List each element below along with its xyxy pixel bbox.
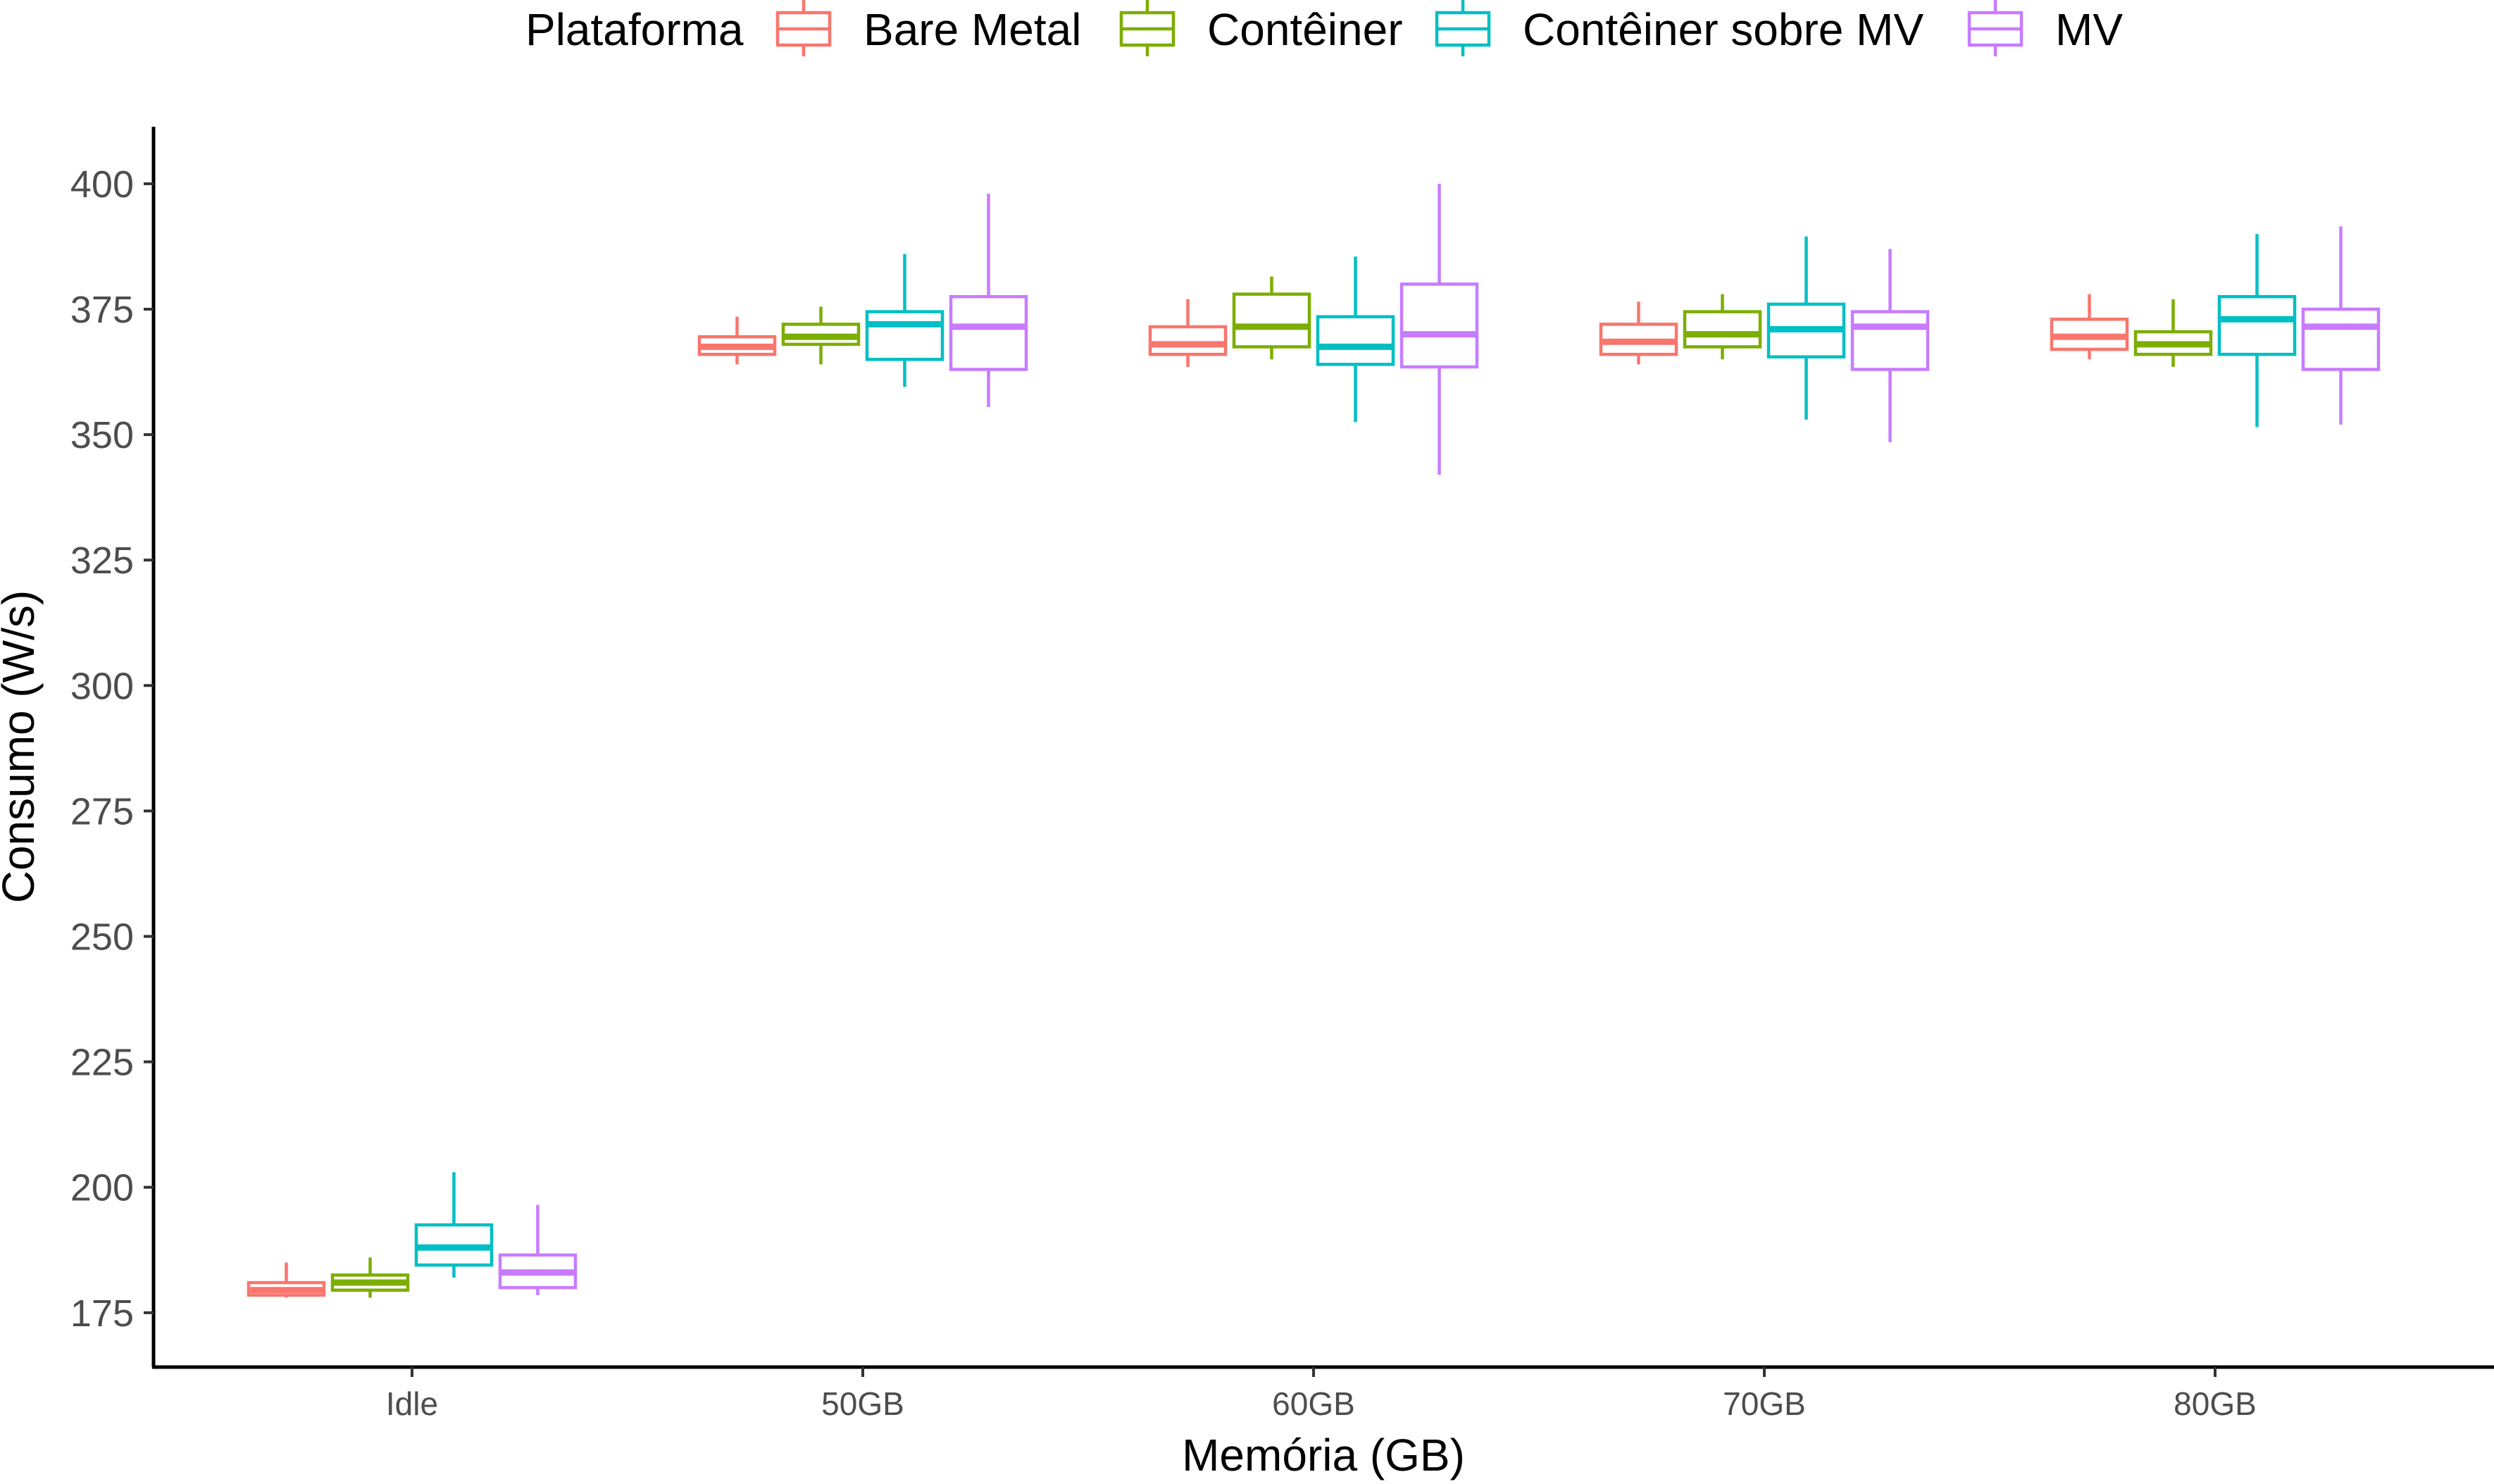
- box-iqr: [2217, 294, 2297, 356]
- legend-item-contêiner-sobre-mv: Contêiner sobre MV: [1435, 0, 1924, 56]
- legend-item-bare-metal: Bare Metal: [775, 0, 1081, 56]
- box-iqr: [1316, 315, 1395, 366]
- box-contêiner-80gb: [2133, 299, 2213, 367]
- box-contêiner-sobre-mv-50gb: [865, 254, 944, 387]
- y-tick-label: 225: [70, 1042, 134, 1084]
- box-mv-80gb: [2301, 226, 2381, 425]
- box-bare-metal-80gb: [2050, 294, 2129, 360]
- x-tick-label: 50GB: [821, 1385, 904, 1422]
- box-iqr: [865, 310, 944, 361]
- box-contêiner-70gb: [1683, 294, 1762, 360]
- box-iqr: [2301, 307, 2381, 371]
- legend-title: Plataforma: [525, 4, 744, 55]
- box-bare-metal-70gb: [1599, 301, 1678, 365]
- box-bare-metal-50gb: [697, 316, 777, 365]
- y-tick-label: 250: [70, 916, 134, 959]
- box-iqr: [1232, 292, 1311, 349]
- box-mv-50gb: [949, 194, 1028, 407]
- box-mv-idle: [498, 1204, 578, 1295]
- y-tick-label: 175: [70, 1292, 134, 1335]
- legend-label: MV: [2055, 4, 2123, 55]
- boxes: [247, 183, 2381, 1298]
- x-tick-label: 70GB: [1723, 1385, 1806, 1422]
- y-tick-label: 325: [70, 540, 134, 582]
- x-ticks: Idle 50GB 60GB 70GB 80GB: [386, 1367, 2257, 1422]
- box-mv-70gb: [1850, 249, 1930, 442]
- x-tick-label: 60GB: [1272, 1385, 1355, 1422]
- box-contêiner-sobre-mv-70gb: [1766, 236, 1846, 420]
- y-tick-label: 350: [70, 414, 134, 456]
- box-iqr: [949, 294, 1028, 371]
- y-ticks: 175 200 225 250 275 300 325 350 375 400: [70, 163, 154, 1335]
- y-tick-label: 375: [70, 289, 134, 331]
- box-contêiner-sobre-mv-80gb: [2217, 234, 2297, 428]
- x-axis-title: Memória (GB): [1182, 1430, 1465, 1480]
- legend: Plataforma Bare Metal Contêiner Contêiner …: [525, 0, 2123, 56]
- box-bare-metal-idle: [247, 1262, 326, 1298]
- box-bare-metal-60gb: [1148, 299, 1228, 367]
- legend-item-contêiner: Contêiner: [1119, 0, 1403, 56]
- y-axis-title: Consumo (W/s): [0, 590, 44, 904]
- legend-label: Bare Metal: [863, 4, 1081, 55]
- box-contêiner-sobre-mv-idle: [414, 1172, 494, 1278]
- x-tick-label: Idle: [386, 1385, 438, 1422]
- y-tick-label: 275: [70, 790, 134, 833]
- y-tick-label: 400: [70, 163, 134, 206]
- box-contêiner-sobre-mv-60gb: [1316, 256, 1395, 423]
- box-iqr: [1148, 325, 1228, 356]
- box-iqr: [1399, 282, 1479, 369]
- x-tick-label: 80GB: [2174, 1385, 2257, 1422]
- box-contêiner-idle: [330, 1257, 410, 1298]
- y-tick-label: 300: [70, 665, 134, 707]
- box-iqr: [1850, 310, 1930, 371]
- legend-items: Bare Metal Contêiner Contêiner sobre MV MV: [775, 0, 2123, 56]
- box-contêiner-60gb: [1232, 276, 1311, 360]
- legend-label: Contêiner sobre MV: [1523, 4, 1924, 55]
- plot-area: 175 200 225 250 275 300 325 350 375 400 Idle 50GB 6…: [70, 127, 2494, 1422]
- box-iqr: [1683, 310, 1762, 349]
- legend-item-mv: MV: [1967, 0, 2123, 56]
- box-contêiner-50gb: [781, 306, 861, 365]
- legend-label: Contêiner: [1207, 4, 1403, 55]
- box-mv-60gb: [1399, 183, 1479, 475]
- y-tick-label: 200: [70, 1167, 134, 1209]
